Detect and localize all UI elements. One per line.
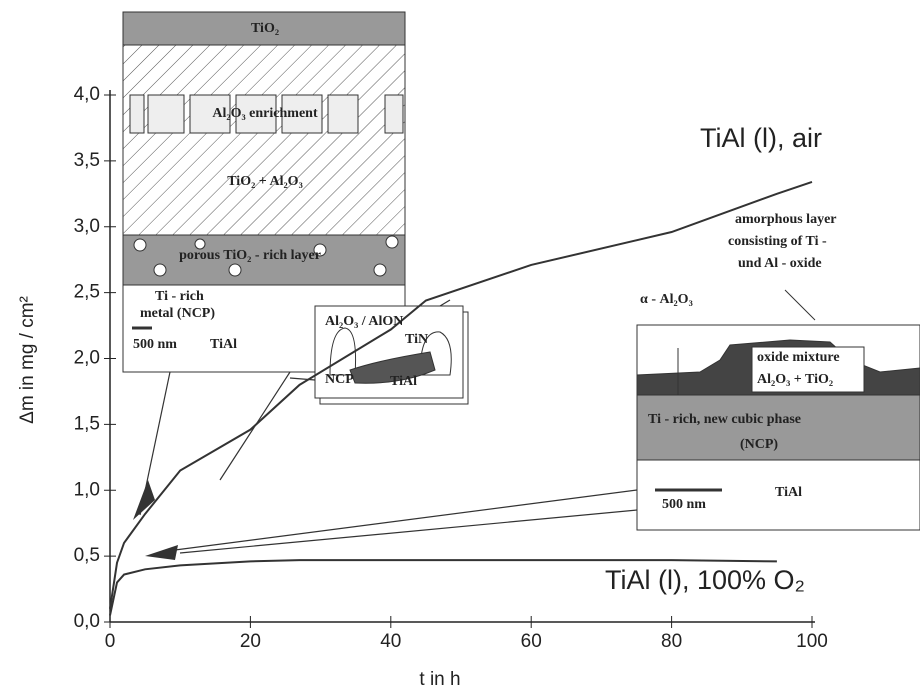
annotation: und Al - oxide: [738, 256, 822, 271]
annotation: (NCP): [740, 437, 778, 452]
annotation: consisting of Ti -: [728, 234, 827, 249]
annotation: Ti - rich, new cubic phase: [648, 412, 801, 427]
annotation: TiAl: [390, 374, 417, 389]
y-tick-label: 0,5: [74, 545, 100, 566]
annotation: TiO₂: [251, 21, 279, 36]
arrow: [145, 545, 178, 560]
annotation: oxide mixture: [757, 350, 840, 365]
y-tick-label: 3,5: [74, 150, 100, 171]
y-tick-label: 0,0: [74, 611, 100, 632]
annotation: 500 nm: [662, 497, 706, 512]
annotation: TiAl: [210, 337, 237, 352]
x-tick-label: 20: [240, 631, 261, 652]
y-axis-title: Δm in mg / cm²: [17, 296, 38, 424]
annotation: TiO₂ + Al₂O₃: [227, 174, 303, 189]
annotation: amorphous layer: [735, 212, 837, 227]
annotation: metal (NCP): [140, 306, 215, 321]
annotation: porous TiO₂ - rich layer: [179, 248, 321, 263]
annotation: TiAl: [775, 485, 802, 500]
x-tick-label: 40: [380, 631, 401, 652]
y-tick-label: 1,5: [74, 413, 100, 434]
x-tick-label: 0: [105, 631, 116, 652]
annotation: TiN: [405, 332, 428, 347]
x-axis-title: t in h: [419, 669, 460, 690]
x-tick-label: 100: [796, 631, 828, 652]
chart: t in h Δm in mg / cm² TiAl (l), air TiAl…: [0, 0, 920, 695]
x-tick-label: 60: [521, 631, 542, 652]
annotation: Ti - rich: [155, 289, 204, 304]
annotation: Al₂O₃ enrichment: [212, 106, 318, 121]
y-tick-label: 4,0: [74, 84, 100, 105]
series-label: TiAl (l), 100% O₂: [605, 565, 805, 595]
y-tick-label: 3,0: [74, 216, 100, 237]
y-tick-label: 2,0: [74, 348, 100, 369]
y-tick-label: 2,5: [74, 282, 100, 303]
x-tick-label: 80: [661, 631, 682, 652]
annotation: NCP: [325, 372, 354, 387]
series-label: TiAl (l), air: [700, 123, 822, 153]
annotation: Al₂O₃ / AlON: [325, 314, 403, 329]
annotation: α - Al₂O₃: [640, 292, 693, 307]
y-tick-label: 1,0: [74, 479, 100, 500]
annotation: 500 nm: [133, 337, 177, 352]
annotation: Al₂O₃ + TiO₂: [757, 372, 833, 387]
